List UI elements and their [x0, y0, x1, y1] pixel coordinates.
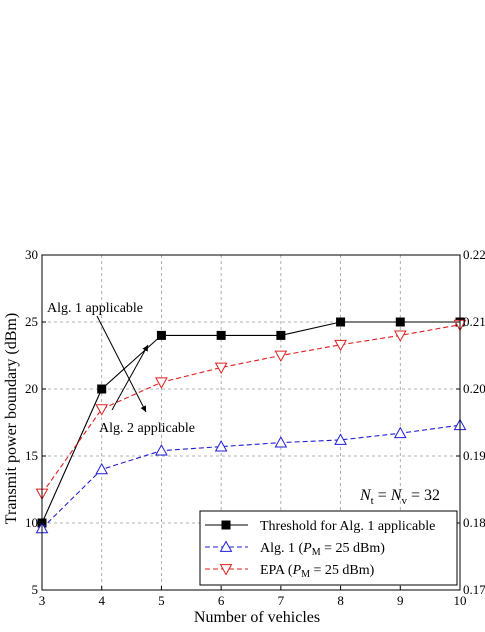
- right-y-tick-label: 0.17: [463, 582, 485, 597]
- legend-label-3: EPA (PM = 25 dBm): [260, 563, 375, 580]
- data-point-series-2: [393, 426, 407, 439]
- x-tick-label: 3: [39, 593, 46, 608]
- annotation-arrow-down: [96, 315, 147, 413]
- series-line-1: [41, 321, 460, 524]
- right-y-tick-label: 0.19: [463, 448, 485, 463]
- data-point-series-1: [395, 317, 405, 327]
- x-tick-label: 6: [218, 593, 225, 608]
- legend: Threshold for Alg. 1 applicable Alg. 1 (P…: [199, 510, 458, 586]
- y-tick-label: 25: [25, 314, 38, 329]
- axis-layer: 3 4 5 6 7 8 9 10 5 10 15 20 25 30 0.17 0.18 0.19 0.20 0.21…: [3, 247, 485, 626]
- series-line-2: [41, 424, 461, 529]
- data-point-series-2: [155, 444, 168, 456]
- data-point-series-3: [334, 339, 347, 352]
- y-tick-label: 10: [25, 515, 38, 530]
- legend-marker-2: [219, 540, 233, 552]
- annotation-alg1-applicable: Alg. 1 applicable: [47, 301, 143, 316]
- right-y-tick-label: 0.21: [463, 314, 485, 329]
- right-y-tick-label: 0.20: [463, 381, 485, 396]
- x-tick-label: 8: [337, 593, 344, 608]
- data-point-series-3: [393, 330, 407, 342]
- data-point-series-1: [276, 330, 286, 340]
- x-tick-label: 7: [278, 593, 285, 608]
- legend-label-2: Alg. 1 (PM = 25 dBm): [260, 541, 385, 558]
- data-point-series-3: [155, 377, 168, 389]
- y-tick-label: 15: [25, 448, 38, 463]
- legend-marker-3: [219, 564, 233, 576]
- annotation-alg2-applicable: Alg. 2 applicable: [99, 421, 195, 436]
- annotation-layer: Alg. 1 applicable Alg. 2 applicable Nt = N…: [47, 301, 440, 507]
- series-line-3: [41, 324, 461, 494]
- right-y-tick-label: 0.18: [463, 515, 485, 530]
- x-tick-label: 4: [98, 593, 105, 608]
- y-tick-label: 5: [32, 582, 39, 597]
- data-point-series-1: [216, 330, 226, 340]
- annotation-condition: Nt = Nv = 32: [359, 487, 440, 507]
- y-tick-label: 20: [25, 381, 38, 396]
- y-axis-title: Transmit power boundary (dBm): [3, 313, 20, 524]
- legend-box: [199, 510, 458, 586]
- x-tick-label: 10: [454, 593, 467, 608]
- data-point-series-1: [97, 384, 107, 394]
- data-point-series-2: [214, 440, 228, 452]
- x-tick-label: 9: [397, 593, 404, 608]
- data-point-series-2: [274, 436, 288, 448]
- x-tick-label: 5: [158, 593, 165, 608]
- legend-marker-1: [221, 520, 231, 530]
- data-point-series-1: [156, 330, 166, 340]
- data-point-series-1: [336, 317, 346, 327]
- plot-frame: [41, 254, 461, 591]
- data-point-series-3: [274, 350, 288, 363]
- x-axis-title: Number of vehicles: [194, 609, 320, 626]
- data-point-series-3: [214, 362, 228, 375]
- right-y-tick-label: 0.22: [463, 247, 485, 262]
- data-point-series-3: [95, 404, 109, 416]
- data-point-series-2: [95, 462, 109, 475]
- y-tick-label: 30: [25, 247, 38, 262]
- data-point-series-2: [334, 433, 347, 445]
- annotation-arrow-up: [111, 344, 149, 411]
- legend-label-1: Threshold for Alg. 1 applicable: [260, 519, 435, 534]
